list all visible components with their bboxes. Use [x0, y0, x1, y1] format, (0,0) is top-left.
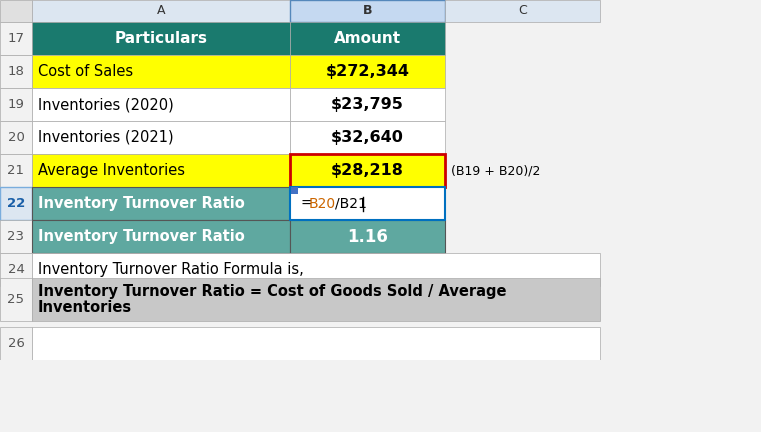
Bar: [0, 154, 32, 187]
Bar: [32, 253, 600, 286]
Bar: [32, 0, 290, 22]
Text: 17: 17: [8, 32, 24, 45]
Bar: [0, 121, 32, 154]
Text: 20: 20: [8, 131, 24, 144]
Bar: [0, 0, 32, 22]
Text: Inventories (2021): Inventories (2021): [38, 130, 174, 145]
Bar: [0, 88, 32, 121]
Text: 19: 19: [8, 98, 24, 111]
Bar: [0, 220, 32, 253]
Bar: [0, 187, 32, 220]
Bar: [32, 187, 290, 220]
Text: $32,640: $32,640: [331, 130, 404, 145]
Bar: [290, 22, 445, 55]
Bar: [445, 0, 600, 22]
Text: /B21: /B21: [335, 197, 367, 210]
Bar: [290, 121, 445, 154]
Text: 26: 26: [8, 337, 24, 350]
Bar: [0, 278, 32, 321]
Text: Cost of Sales: Cost of Sales: [38, 64, 133, 79]
Bar: [291, 187, 298, 194]
Bar: [290, 0, 445, 22]
Text: 24: 24: [8, 263, 24, 276]
Text: 23: 23: [8, 230, 24, 243]
Bar: [32, 22, 290, 55]
Text: $23,795: $23,795: [331, 97, 404, 112]
Text: 22: 22: [7, 197, 25, 210]
Bar: [290, 220, 445, 253]
Bar: [290, 187, 445, 220]
Bar: [32, 55, 290, 88]
Text: 18: 18: [8, 65, 24, 78]
Bar: [32, 88, 290, 121]
Text: Inventories: Inventories: [38, 300, 132, 315]
Text: 25: 25: [8, 293, 24, 306]
Text: Inventories (2020): Inventories (2020): [38, 97, 174, 112]
Bar: [32, 278, 600, 321]
Text: Particulars: Particulars: [114, 31, 208, 46]
Text: Inventory Turnover Ratio = Cost of Goods Sold / Average: Inventory Turnover Ratio = Cost of Goods…: [38, 284, 507, 299]
Text: 1.16: 1.16: [347, 228, 388, 245]
Text: Inventory Turnover Ratio: Inventory Turnover Ratio: [38, 229, 245, 244]
Text: Average Inventories: Average Inventories: [38, 163, 185, 178]
Bar: [32, 154, 290, 187]
Text: $28,218: $28,218: [331, 163, 404, 178]
Text: B20: B20: [309, 197, 336, 210]
Text: C: C: [518, 4, 527, 18]
Bar: [32, 121, 290, 154]
Text: B: B: [363, 4, 372, 18]
Bar: [0, 253, 32, 286]
Bar: [290, 154, 445, 187]
Text: A: A: [157, 4, 165, 18]
Text: 21: 21: [8, 164, 24, 177]
Text: Inventory Turnover Ratio Formula is,: Inventory Turnover Ratio Formula is,: [38, 262, 304, 277]
Bar: [0, 22, 32, 55]
Text: Amount: Amount: [334, 31, 401, 46]
Text: (B19 + B20)/2: (B19 + B20)/2: [451, 164, 540, 177]
Text: Inventory Turnover Ratio: Inventory Turnover Ratio: [38, 196, 245, 211]
Bar: [290, 88, 445, 121]
Bar: [0, 55, 32, 88]
Text: $272,344: $272,344: [326, 64, 409, 79]
Text: =: =: [300, 197, 311, 210]
Bar: [0, 327, 32, 360]
Bar: [32, 327, 600, 360]
Bar: [32, 220, 290, 253]
Bar: [290, 55, 445, 88]
Bar: [0, 360, 761, 432]
